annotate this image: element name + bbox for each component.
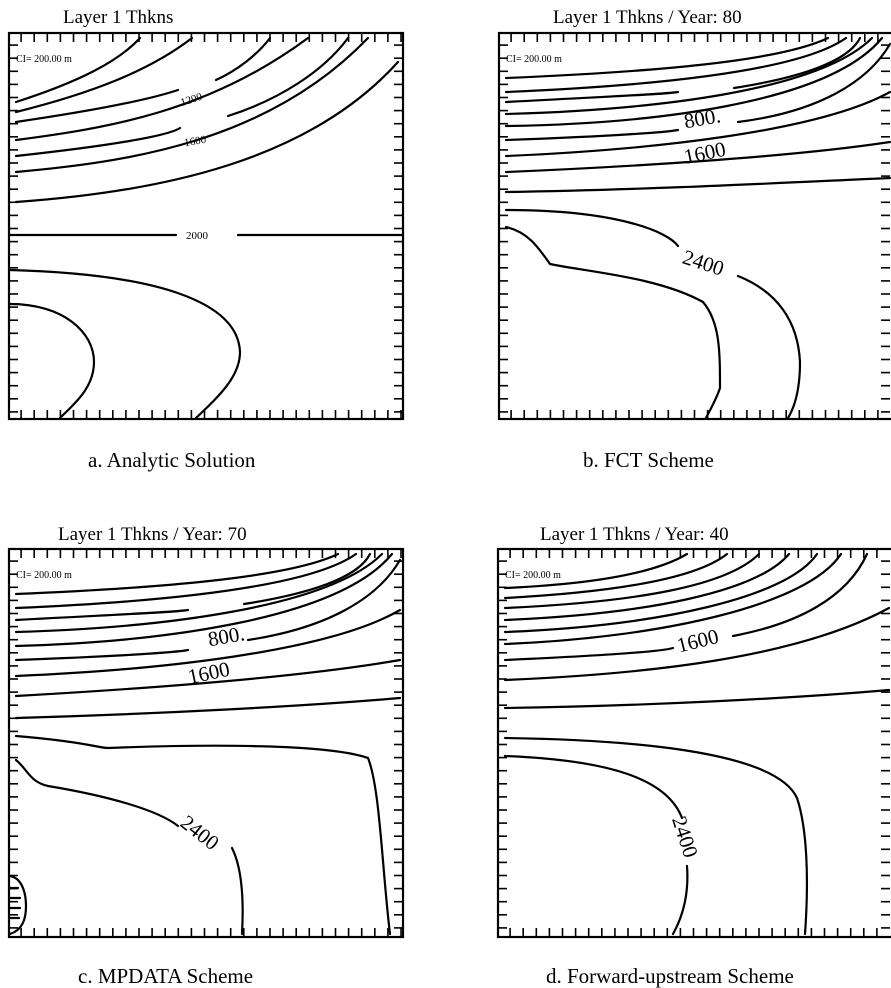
panel-b-ci-label: CI= 200.00 m	[506, 54, 562, 65]
panel-d-contour-line	[503, 552, 729, 600]
panel-a-contour-label: 1600	[183, 134, 207, 150]
panel-a-contour-line	[14, 36, 142, 104]
panel-b-contour-line	[504, 90, 891, 158]
panel-c-ci-label: CI= 200.00 m	[16, 570, 72, 581]
panel-b-contour-label: 2400	[680, 245, 727, 281]
panel-b-contour-label: 800.	[682, 103, 722, 133]
panel-a-contour-line	[14, 36, 370, 174]
panel-c-contour-line	[14, 696, 402, 720]
panel-b-contour-line	[504, 176, 891, 194]
panel-c-contour-line	[14, 552, 358, 610]
panel-a-contour-label: 1200	[179, 91, 204, 109]
panel-a-contour-line	[14, 36, 272, 124]
panel-b-contour-line	[504, 208, 680, 248]
panel-b-contour-line	[504, 36, 862, 104]
panel-b-contour-line	[504, 36, 874, 116]
panel-b-contours	[504, 36, 891, 420]
panel-c-contour-label: 800.	[206, 621, 246, 651]
panel-a-contour-line	[8, 302, 96, 420]
panel-a-contour-line	[14, 60, 400, 204]
panel-b-ticks	[499, 33, 890, 419]
panel-c-contour-line	[14, 552, 372, 622]
panel-b-frame	[497, 31, 891, 421]
panel-d-contour-line	[503, 552, 869, 662]
panel-c-contour-line	[14, 608, 402, 678]
panel-a-ci-label: CI= 200.00 m	[16, 54, 72, 65]
panel-c-title: Layer 1 Thkns / Year: 70	[58, 524, 247, 545]
panel-d-contour-line	[503, 552, 791, 622]
panel-a-contour-line	[14, 36, 310, 142]
panel-a-contour-line	[8, 268, 242, 420]
panel-d-ci-label: CI= 200.00 m	[505, 570, 561, 581]
panel-d-contour-plot: CI= 200.00 m 1600 2400	[496, 547, 891, 939]
panel-c-contours	[8, 552, 402, 936]
panel-c-contour-line	[14, 552, 340, 596]
panel-b-contour-plot: CI= 200.00 m 800. 1600 2400	[497, 31, 891, 421]
panel-c-contour-line	[14, 658, 402, 698]
panel-d-title: Layer 1 Thkns / Year: 40	[540, 524, 729, 545]
panel-a-contours	[8, 36, 404, 420]
panel-c-caption: c. MPDATA Scheme	[78, 964, 254, 988]
panel-c-contour-line	[8, 874, 28, 936]
panel-b-contour-line	[504, 36, 830, 80]
panel-c-contour-line	[14, 734, 392, 936]
panel-b-contour-line	[736, 274, 802, 420]
panel-d-contour-line	[503, 606, 891, 682]
panel-c-contour-plot: CI= 200.00 m 800. 1600 2400	[7, 547, 405, 939]
panel-d-contour-line	[503, 688, 891, 710]
panel-d-contour-line	[503, 736, 809, 936]
panel-d-contour-line	[503, 552, 819, 634]
panel-b-contour-line	[504, 36, 848, 94]
panel-d-ticks	[498, 549, 890, 937]
panel-d-contour-line	[503, 552, 761, 610]
panel-c-contour-line	[8, 886, 22, 920]
panel-d-frame	[496, 547, 891, 939]
panel-d-contour-line	[503, 552, 843, 646]
panel-b-contour-line	[504, 36, 884, 128]
panel-a-title: Layer 1 Thkns	[63, 7, 174, 28]
panel-d-contour-label: 2400	[667, 813, 703, 860]
panel-c-contour-line	[14, 558, 402, 662]
panel-c-contour-label: 2400	[176, 810, 224, 855]
panel-d-contour-line	[503, 552, 689, 590]
panel-d-contour-label: 1600	[674, 624, 721, 657]
panel-c-ticks	[9, 549, 403, 937]
panel-c-contour-line	[14, 552, 394, 648]
panel-d-caption: d. Forward-upstream Scheme	[546, 964, 794, 988]
panel-b-contour-line	[504, 140, 891, 174]
panel-a-contour-label: 2000	[186, 230, 209, 242]
panel-b-caption: b. FCT Scheme	[583, 448, 714, 472]
panel-a-frame	[7, 31, 405, 421]
panel-a-caption: a. Analytic Solution	[88, 448, 256, 472]
panel-a-contour-line	[14, 36, 194, 114]
panel-a-contour-line	[14, 36, 350, 158]
panel-c-contour-line	[14, 552, 384, 634]
panel-a-contour-plot: CI= 200.00 m 1200 1600 2000	[7, 31, 405, 421]
panel-c-frame	[7, 547, 405, 939]
panel-a-ticks	[9, 33, 403, 419]
panel-d-contour-line	[503, 754, 689, 936]
panel-b-contour-line	[504, 225, 722, 420]
panel-d-contours	[503, 552, 891, 936]
panel-b-contour-line	[504, 42, 891, 142]
panel-c-contour-line	[14, 758, 244, 936]
panel-b-title: Layer 1 Thkns / Year: 80	[553, 7, 742, 28]
